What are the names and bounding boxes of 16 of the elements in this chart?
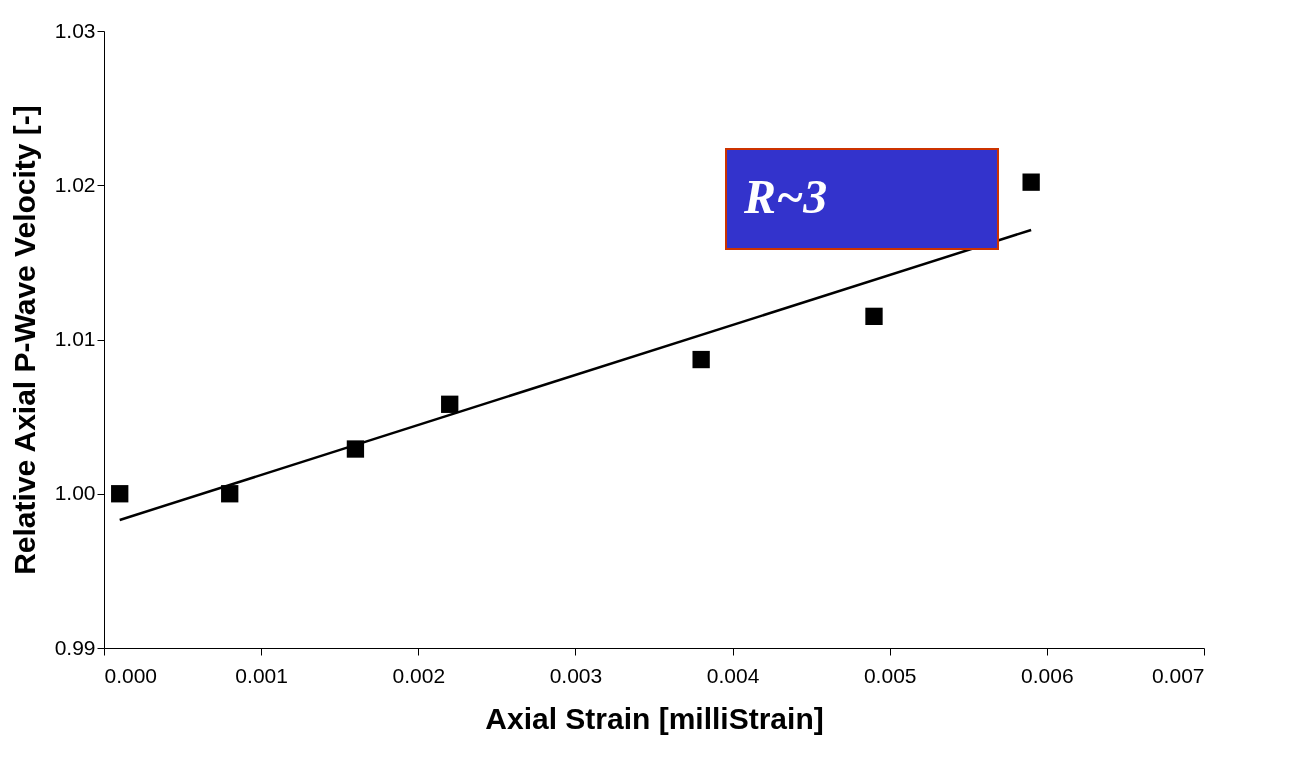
- x-tick-label: 0.000: [104, 663, 158, 687]
- y-axis-title: Relative Axial P-Wave Velocity [-]: [7, 105, 41, 575]
- x-tick-label: 0.004: [706, 663, 760, 687]
- x-tick-label: 0.005: [863, 663, 917, 687]
- x-tick-label: 0.007: [1151, 663, 1205, 687]
- annotation: R~3: [743, 170, 828, 223]
- y-tick-label: 0.99: [54, 635, 96, 659]
- y-tick-label: 1.03: [54, 18, 96, 42]
- x-tick-label: 0.006: [1021, 663, 1074, 687]
- y-tick-label: 1.02: [54, 172, 96, 196]
- x-axis-title: Axial Strain [milliStrain]: [485, 701, 824, 735]
- x-tick-label: 0.002: [392, 663, 446, 687]
- y-tick-label: 1.01: [54, 327, 96, 350]
- x-tick-label: 0.001: [235, 663, 288, 687]
- x-tick-label: 0.003: [549, 663, 603, 687]
- y-tick-label: 1.00: [54, 481, 96, 505]
